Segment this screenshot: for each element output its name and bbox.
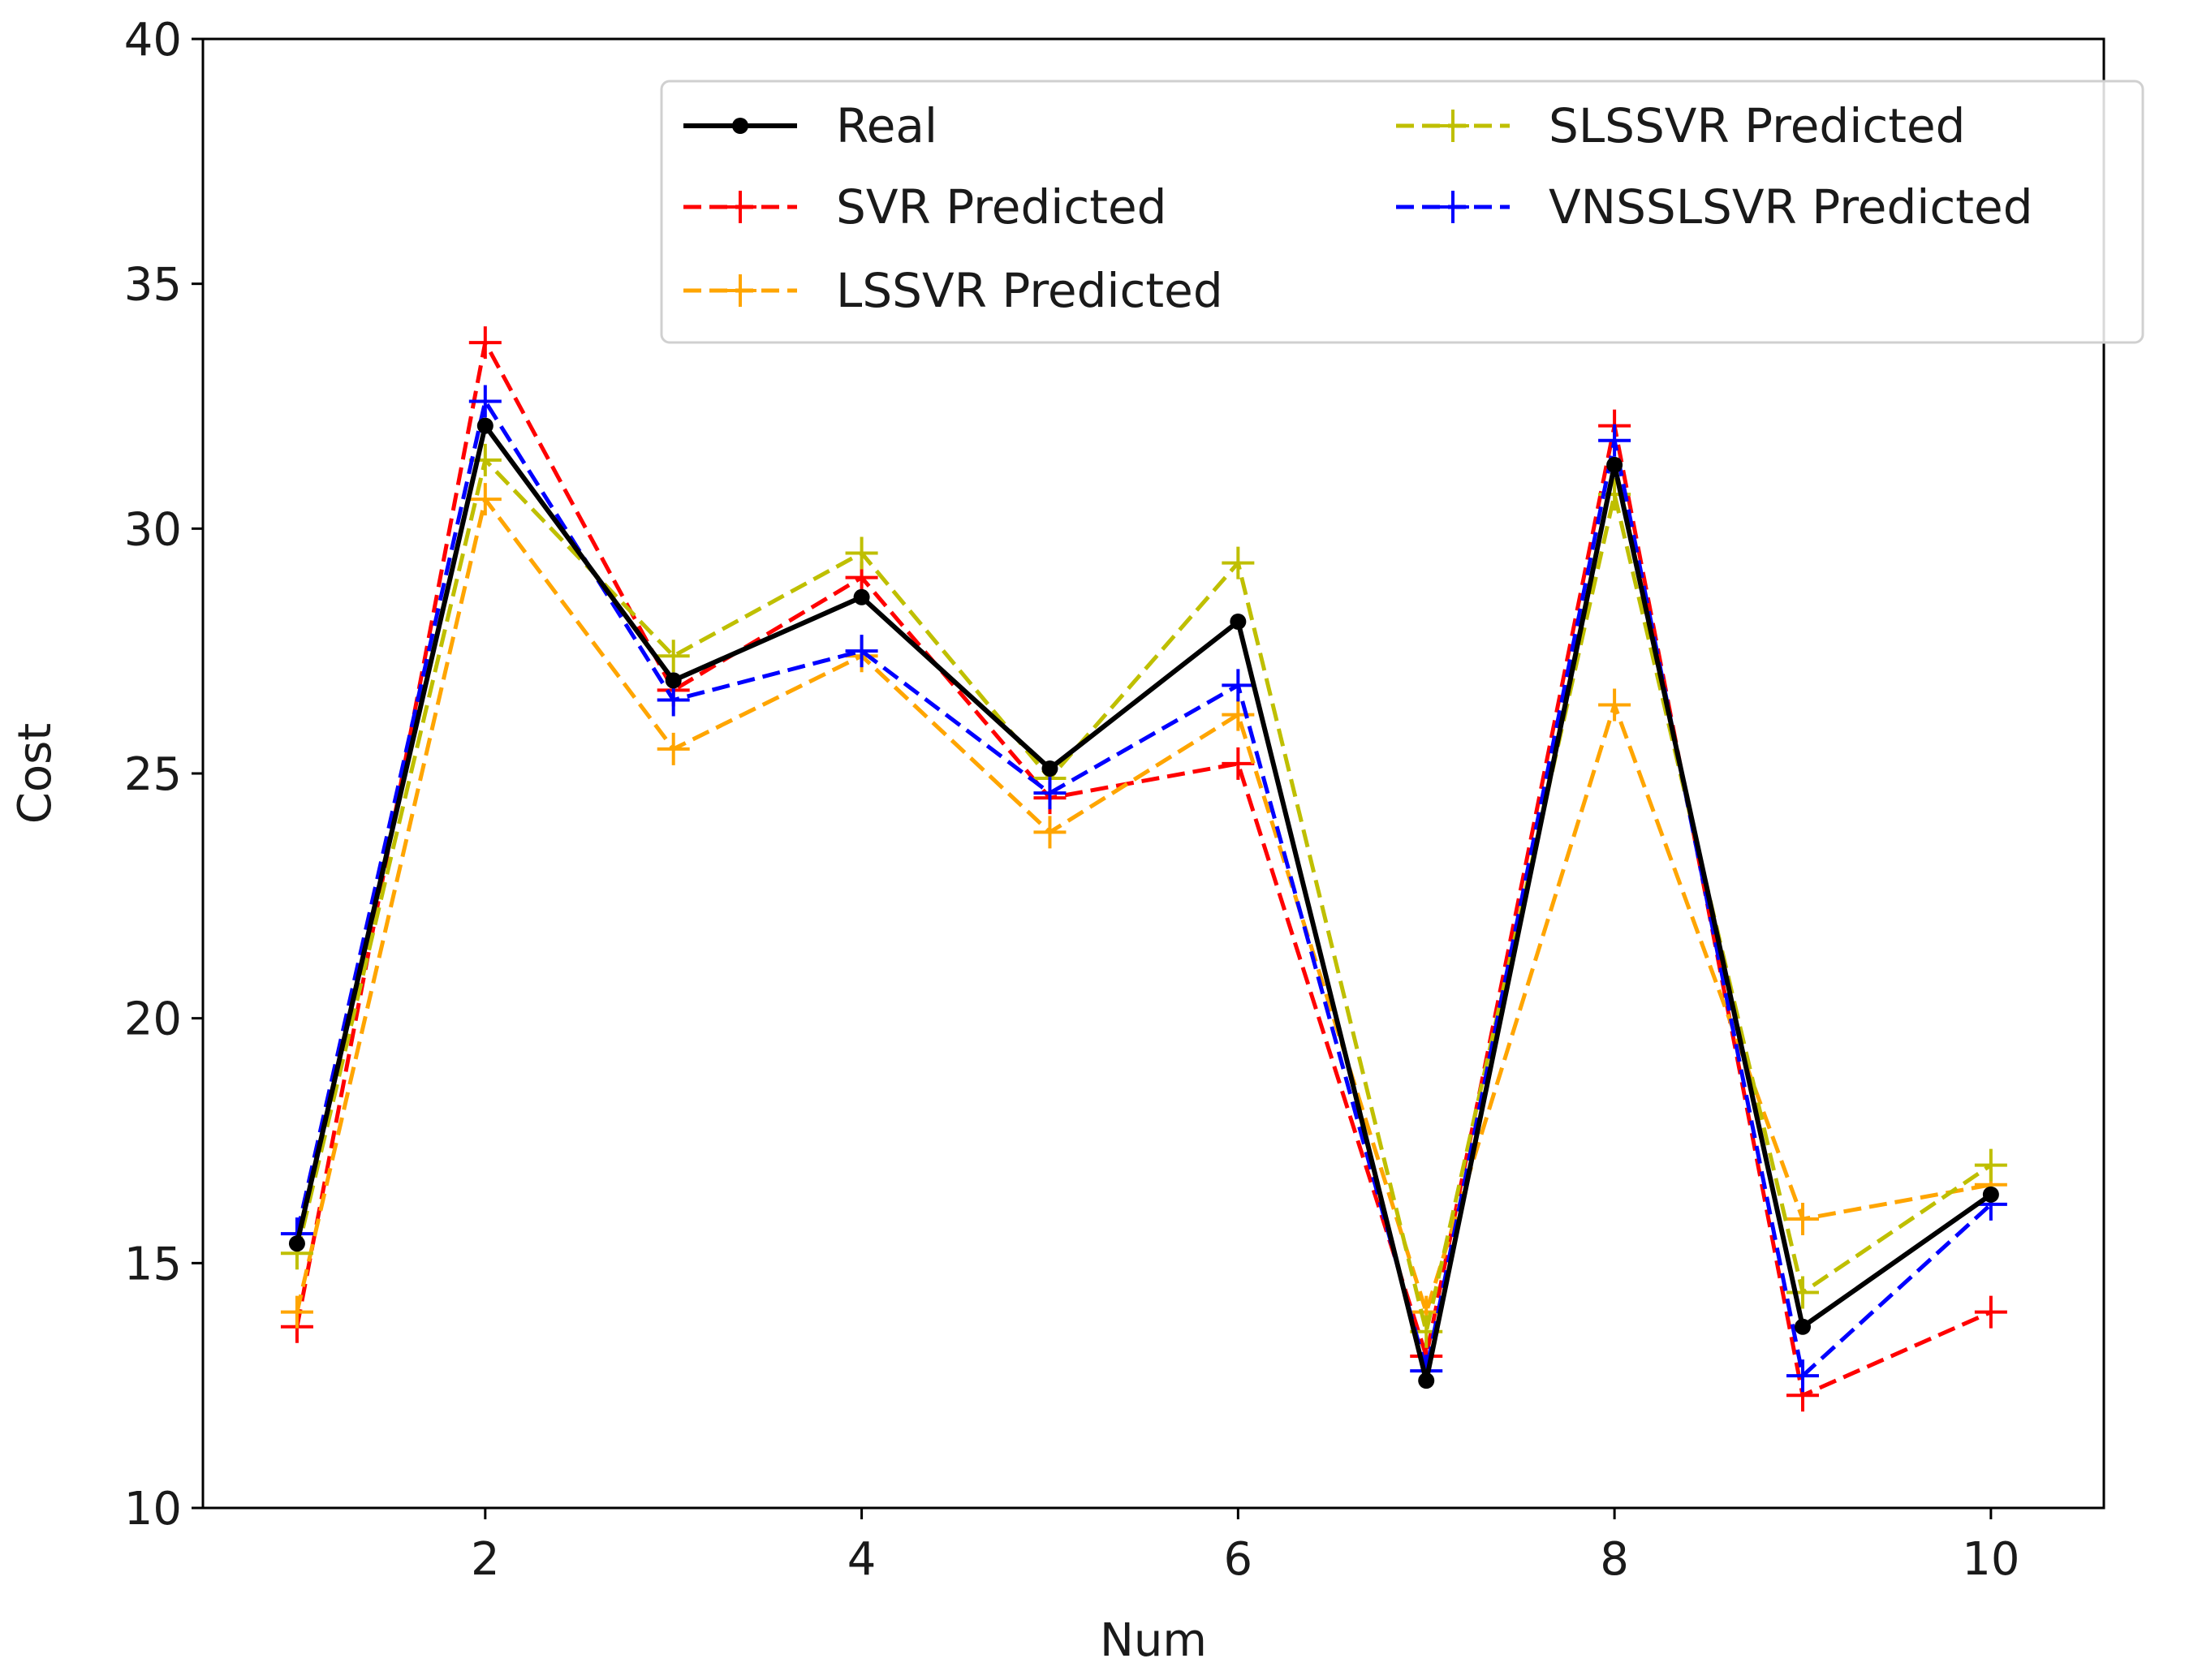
y-tick-label: 20 <box>124 993 182 1046</box>
series-line-real <box>295 423 1993 1384</box>
point-svr-predicted-marker <box>1222 747 1255 780</box>
point-vnsslsvr-predicted-marker <box>468 385 502 418</box>
point-real-marker <box>1041 760 1058 777</box>
x-axis: 2 4 6 8 10 <box>471 1508 2020 1586</box>
series-lssvr-predicted <box>280 483 2007 1329</box>
point-slssvr-predicted-marker <box>1974 1148 2007 1182</box>
y-axis-label: Cost <box>9 723 62 825</box>
point-slssvr-predicted-marker <box>468 443 502 476</box>
point-vnsslsvr-predicted-marker <box>1598 424 1631 457</box>
point-real-marker <box>288 1235 305 1252</box>
legend-item-slssvr-predicted: SLSSVR Predicted <box>1396 98 1965 153</box>
legend-real-marker <box>732 118 748 134</box>
point-real-marker <box>1982 1186 1999 1203</box>
point-real-marker <box>476 417 493 434</box>
point-real-marker <box>853 588 870 605</box>
legend-label-lssvr-predicted: LSSVR Predicted <box>836 263 1223 318</box>
point-real-marker <box>1606 456 1623 473</box>
legend-label-svr-predicted: SVR Predicted <box>836 179 1167 235</box>
x-tick-label: 10 <box>1962 1533 2019 1586</box>
point-lssvr-predicted-marker <box>1222 698 1255 731</box>
y-tick-label: 30 <box>124 503 182 556</box>
point-vnsslsvr-predicted-marker <box>1786 1359 1819 1393</box>
point-real-marker <box>665 672 682 689</box>
point-vnsslsvr-predicted-marker <box>1222 669 1255 702</box>
series-real <box>288 417 1999 1389</box>
point-slssvr-predicted-marker <box>657 640 690 673</box>
series-line-lssvr-predicted <box>295 497 1992 1315</box>
point-real-marker <box>1418 1372 1435 1389</box>
legend-label-slssvr-predicted: SLSSVR Predicted <box>1549 98 1965 153</box>
x-tick-label: 6 <box>1224 1533 1253 1586</box>
x-tick-label: 2 <box>471 1533 500 1586</box>
x-tick-label: 8 <box>1600 1533 1629 1586</box>
legend-box <box>660 80 2144 344</box>
legend-lssvr-predicted-marker <box>724 274 756 307</box>
x-axis-label: Num <box>1100 1614 1207 1667</box>
y-tick-label: 25 <box>124 748 182 801</box>
point-vnsslsvr-predicted-marker <box>845 635 878 668</box>
legend-item-real: Real <box>683 98 937 153</box>
point-vnsslsvr-predicted-marker <box>657 683 690 717</box>
legend-item-lssvr-predicted: LSSVR Predicted <box>683 263 1223 318</box>
y-tick-label: 35 <box>124 259 182 312</box>
point-lssvr-predicted-marker <box>280 1295 313 1329</box>
series-line-svr-predicted <box>295 340 1992 1398</box>
point-slssvr-predicted-marker <box>1786 1276 1819 1309</box>
legend-label-real: Real <box>836 98 937 153</box>
point-real-marker <box>1230 613 1247 630</box>
legend-item-svr-predicted: SVR Predicted <box>683 179 1167 235</box>
legend: Real SVR Predicted LSSVR Predicted SLSSVR P… <box>660 80 2144 344</box>
legend-item-vnsslsvr-predicted: VNSSLSVR Predicted <box>1396 179 2033 235</box>
point-lssvr-predicted-marker <box>1033 816 1067 849</box>
x-tick-label: 4 <box>847 1533 877 1586</box>
y-axis: 10 15 20 25 30 35 40 <box>124 14 203 1536</box>
point-svr-predicted-marker <box>468 326 502 360</box>
y-tick-label: 10 <box>124 1483 182 1536</box>
point-lssvr-predicted-marker <box>1598 688 1631 722</box>
legend-slssvr-predicted-marker <box>1437 110 1469 142</box>
point-lssvr-predicted-marker <box>468 483 502 516</box>
y-tick-label: 15 <box>124 1238 182 1290</box>
legend-svr-predicted-marker <box>724 191 756 223</box>
series-layer <box>280 326 2007 1412</box>
legend-vnsslsvr-predicted-marker <box>1437 191 1469 223</box>
point-slssvr-predicted-marker <box>1222 546 1255 579</box>
series-slssvr-predicted <box>280 443 2007 1348</box>
point-vnsslsvr-predicted-marker <box>1033 777 1067 810</box>
point-svr-predicted-marker <box>1974 1295 2007 1329</box>
y-tick-label: 40 <box>124 14 182 67</box>
point-real-marker <box>1794 1318 1811 1335</box>
point-lssvr-predicted-marker <box>657 732 690 765</box>
point-lssvr-predicted-marker <box>1786 1203 1819 1236</box>
legend-label-vnsslsvr-predicted: VNSSLSVR Predicted <box>1549 179 2033 235</box>
series-line-slssvr-predicted <box>295 458 1993 1334</box>
point-slssvr-predicted-marker <box>845 536 878 570</box>
